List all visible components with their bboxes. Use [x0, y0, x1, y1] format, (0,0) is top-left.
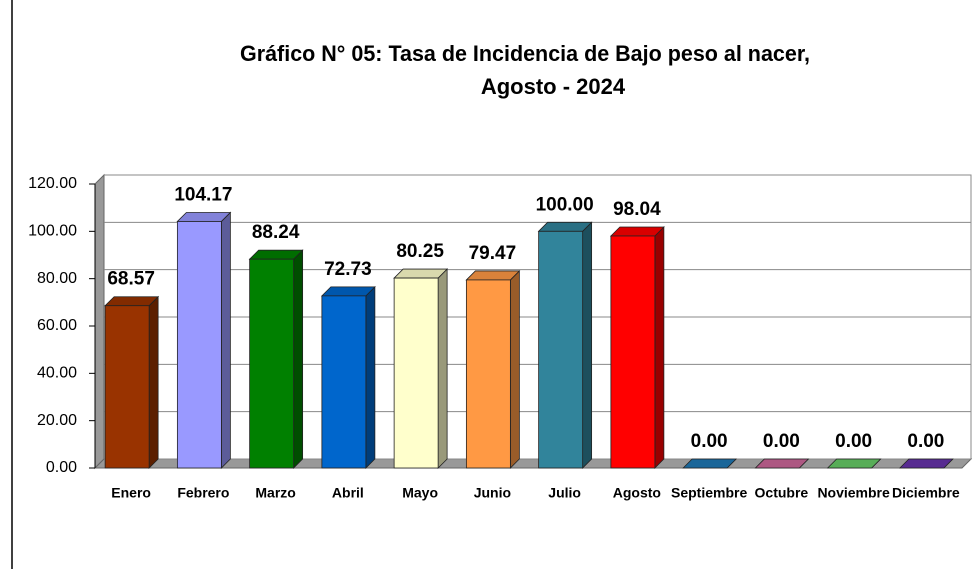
value-label: 79.47 [469, 243, 517, 264]
x-tick-label: Mayo [402, 485, 438, 501]
x-tick-label: Enero [111, 485, 151, 501]
y-tick-label: 120.00 [28, 175, 77, 192]
x-tick-label: Marzo [255, 485, 295, 501]
bar-top [393, 268, 449, 279]
bar-top [320, 286, 376, 297]
y-tick-label: 40.00 [37, 365, 77, 382]
bar-top [826, 458, 882, 469]
value-label: 88.24 [252, 222, 300, 243]
side-wall [94, 173, 105, 470]
bar-top [754, 458, 810, 469]
value-label: 72.73 [324, 259, 372, 280]
bar-top [609, 226, 665, 237]
x-tick-label: Junio [474, 485, 511, 501]
bar-top [465, 270, 521, 281]
value-label: 104.17 [174, 184, 232, 205]
bar-top [176, 212, 232, 222]
y-tick-label: 80.00 [37, 270, 77, 287]
value-label: 68.57 [107, 269, 155, 290]
y-tick-label: 100.00 [28, 223, 77, 240]
value-label: 80.25 [396, 241, 444, 262]
x-tick-label: Octubre [755, 485, 809, 501]
bar [610, 235, 656, 469]
value-label: 0.00 [835, 431, 872, 452]
bar [465, 279, 511, 469]
bar-top [898, 458, 954, 469]
bar [249, 258, 295, 469]
value-label: 0.00 [691, 431, 728, 452]
x-tick-label: Febrero [177, 485, 229, 501]
y-tick-label: 60.00 [37, 317, 77, 334]
y-tick-label: 0.00 [46, 459, 77, 476]
bar-top [682, 458, 738, 469]
bar-top [248, 249, 304, 260]
value-label: 0.00 [763, 431, 800, 452]
bar [321, 295, 367, 469]
x-tick-label: Septiembre [671, 485, 747, 501]
value-label: 100.00 [536, 194, 594, 215]
chart-title: Gráfico N° 05: Tasa de Incidencia de Baj… [240, 41, 810, 66]
bar [393, 277, 439, 469]
chart-title: Agosto - 2024 [481, 74, 626, 99]
bar-side [437, 268, 448, 469]
value-label: 98.04 [613, 199, 661, 220]
bar [176, 221, 222, 469]
bar-side [220, 211, 231, 469]
bar-top [537, 221, 593, 232]
x-tick-label: Abril [332, 485, 364, 501]
bar-side [293, 249, 304, 469]
bar [538, 230, 584, 469]
bar-top [104, 296, 160, 307]
bar-side [365, 285, 376, 469]
x-tick-label: Agosto [613, 485, 661, 501]
bar-side [148, 295, 159, 469]
x-tick-label: Noviembre [817, 485, 890, 501]
x-tick-label: Julio [548, 485, 581, 501]
bar-side [654, 226, 665, 469]
bar-side [582, 221, 593, 469]
value-label: 0.00 [907, 431, 944, 452]
y-tick-label: 20.00 [37, 412, 77, 429]
bar [104, 305, 150, 469]
bar-side [509, 269, 520, 469]
x-tick-label: Diciembre [892, 485, 960, 501]
